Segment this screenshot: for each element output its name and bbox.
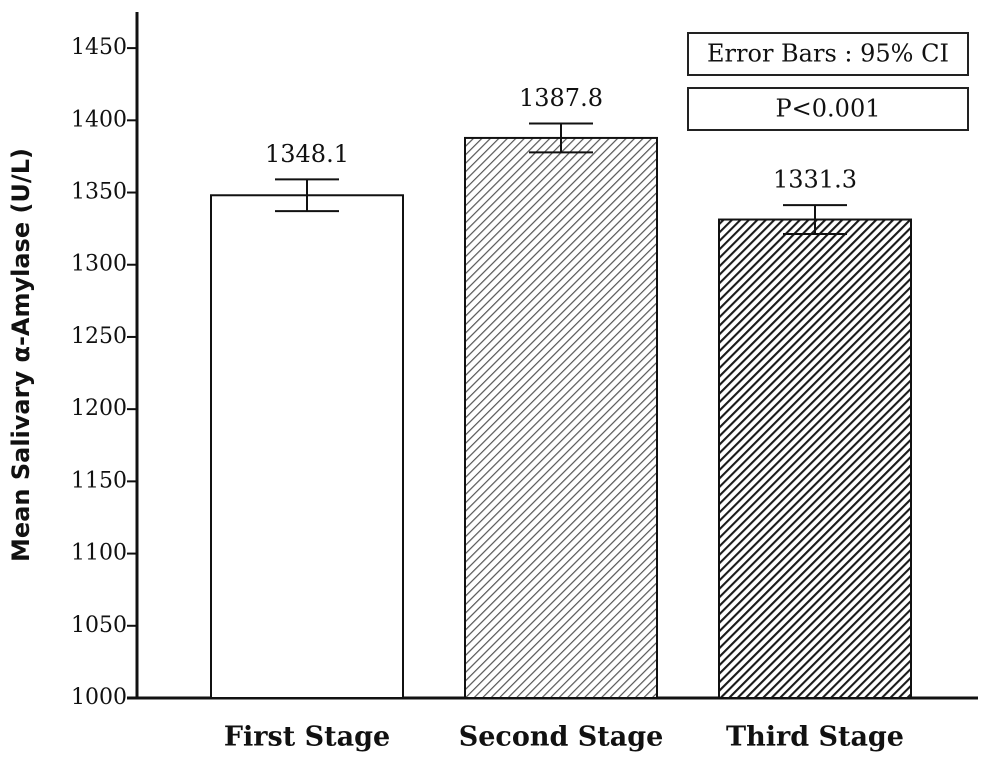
error-bar [529, 122, 593, 154]
annotation: P<0.001 [776, 95, 881, 123]
y-tick-label: 1050 [71, 613, 127, 638]
value-label: 1331.3 [773, 166, 857, 194]
bar [210, 194, 404, 699]
y-tick-label: 1000 [71, 685, 127, 710]
x-tick-label: Third Stage [726, 722, 904, 753]
y-tick-label: 1450 [71, 35, 127, 60]
value-label: 1387.8 [519, 84, 603, 112]
annotation: Error Bars : 95% CI [707, 40, 949, 68]
error-bar [783, 204, 847, 235]
y-tick-label: 1250 [71, 324, 127, 349]
bar [718, 218, 912, 699]
y-tick-label: 1150 [71, 468, 127, 493]
x-tick-label: First Stage [224, 722, 390, 753]
y-tick-label: 1300 [71, 252, 127, 277]
bar [464, 136, 658, 699]
error-bar [275, 178, 339, 213]
annotation-box [687, 87, 969, 131]
y-tick-label: 1350 [71, 180, 127, 205]
y-axis-label: Mean Salivary α-Amylase (U/L) [7, 148, 35, 562]
value-label: 1348.1 [265, 140, 349, 168]
y-tick-label: 1200 [71, 396, 127, 421]
x-tick-label: Second Stage [459, 722, 664, 753]
annotation-box [687, 32, 969, 76]
y-tick-label: 1400 [71, 107, 127, 132]
y-tick-label: 1100 [71, 541, 127, 566]
